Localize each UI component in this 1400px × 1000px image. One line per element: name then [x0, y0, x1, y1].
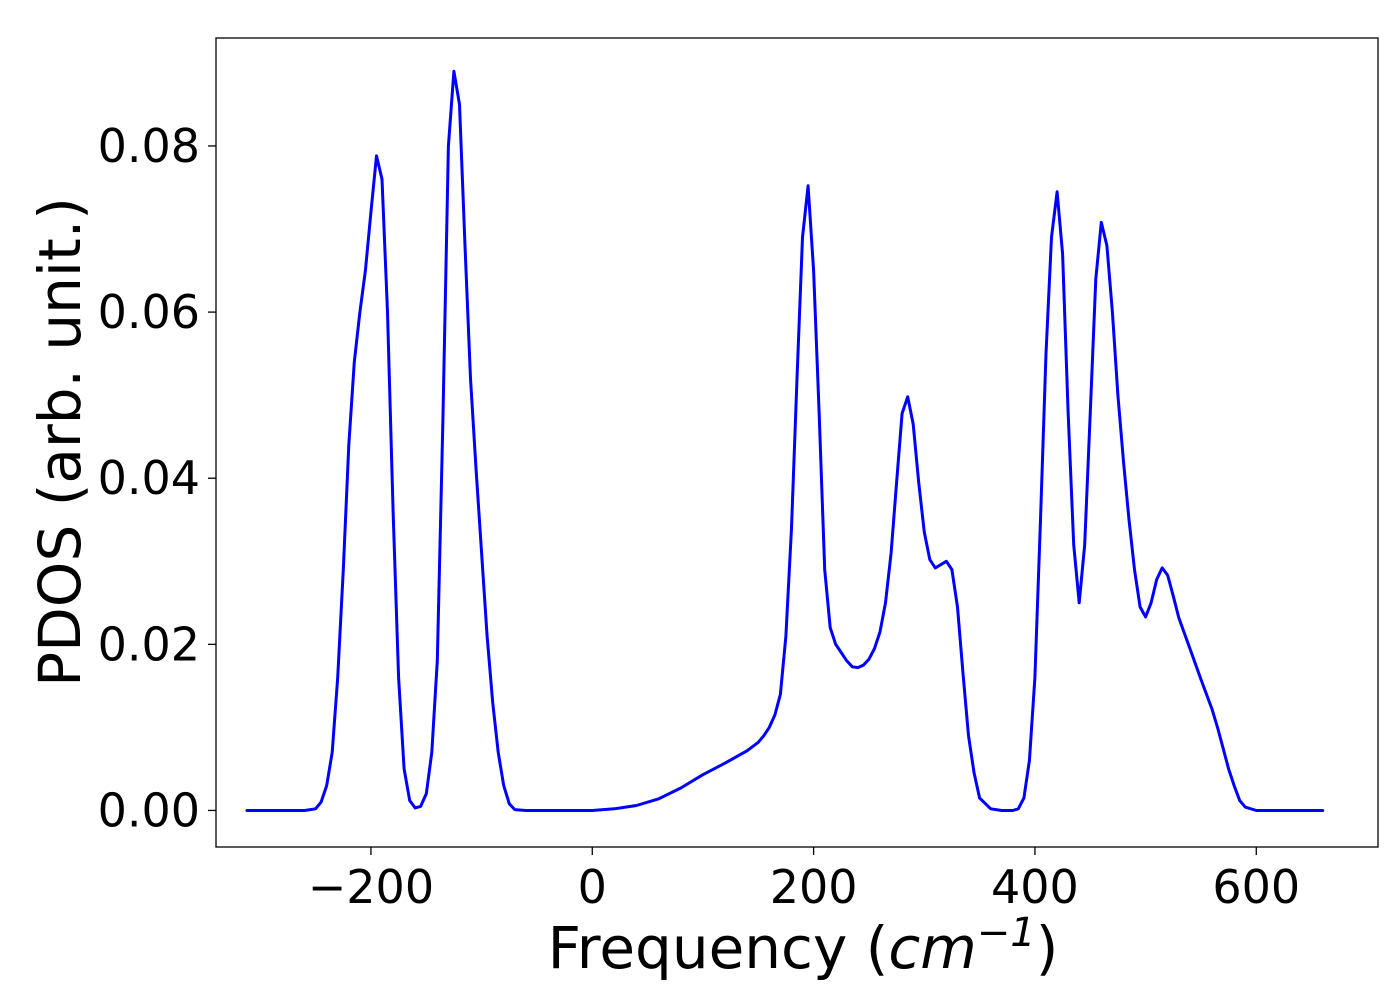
x-tick-label: 200 [770, 860, 858, 914]
axis-ticks [208, 145, 1257, 855]
x-tick-label: 400 [991, 860, 1079, 914]
y-tick-label: 0.06 [98, 285, 200, 339]
x-tick-label: −200 [308, 860, 434, 914]
x-axis-title: Frequency (cm−1) [548, 910, 1059, 982]
plot-lines [245, 69, 1325, 812]
y-tick-label: 0.02 [98, 617, 200, 671]
x-tick-label: 0 [578, 860, 607, 914]
y-tick-label: 0.00 [98, 783, 200, 837]
x-tick-label: 600 [1212, 860, 1300, 914]
y-axis-title: PDOS (arb. unit.) [26, 197, 94, 687]
y-tick-label: 0.04 [98, 451, 200, 505]
y-tick-label: 0.08 [98, 119, 200, 173]
axis-tick-labels: −200 0 200 400 600 0.00 0.02 0.04 0.06 0.08 [98, 119, 1301, 914]
plot-frame [215, 37, 1379, 848]
pdos-series-line [245, 69, 1325, 812]
